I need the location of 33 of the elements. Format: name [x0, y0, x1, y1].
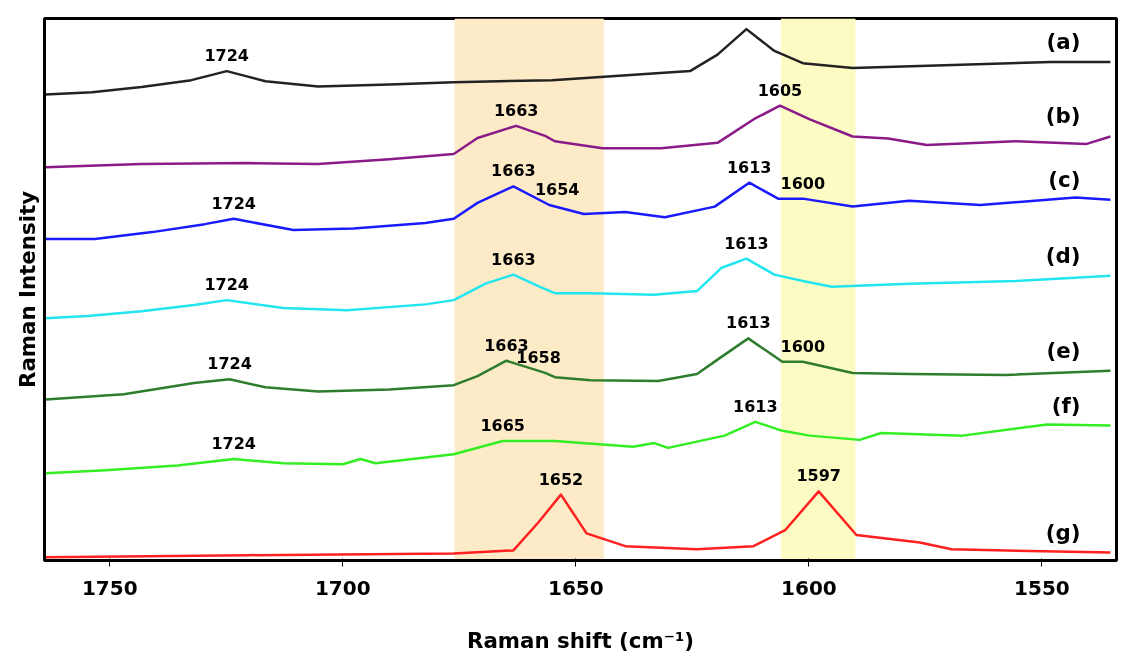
- series-label: (g): [1045, 519, 1081, 545]
- series-label: (b): [1045, 103, 1081, 129]
- annotation: 1613: [726, 157, 772, 177]
- annotation: 1663: [491, 249, 536, 269]
- annotation: 1605: [757, 80, 803, 100]
- annotation: 1613: [733, 396, 778, 416]
- x-tick-label: 1700: [314, 575, 371, 600]
- annotation: 1724: [204, 46, 250, 66]
- annotation: 1597: [796, 466, 841, 486]
- annotation: 1724: [211, 193, 256, 213]
- x-tick-label: 1650: [548, 575, 604, 600]
- annotation: 1724: [207, 354, 252, 374]
- annotation: 1663: [493, 100, 539, 120]
- y-axis-title: Raman Intensity: [14, 190, 40, 389]
- annotation: 1613: [724, 233, 769, 253]
- x-tick-label: 1550: [1014, 575, 1070, 600]
- series-label: (a): [1046, 29, 1081, 55]
- annotation: 1600: [780, 173, 826, 193]
- annotation: 1652: [538, 469, 584, 489]
- x-tick-label: 1750: [81, 575, 138, 600]
- annotation: 1724: [211, 434, 256, 454]
- series-label: (f): [1051, 392, 1081, 418]
- x-tick-label: 1600: [781, 575, 837, 600]
- annotation: 1654: [534, 180, 580, 200]
- series-label: (e): [1046, 337, 1081, 363]
- annotation: 1663: [491, 161, 536, 181]
- annotation: 1600: [780, 336, 826, 356]
- x-axis-title: Raman shift (cm⁻¹): [466, 627, 695, 653]
- annotation: 1613: [726, 313, 771, 333]
- annotation: 1724: [204, 275, 250, 295]
- series-label: (d): [1045, 242, 1081, 268]
- annotation: 1665: [480, 415, 525, 435]
- series-label: (c): [1048, 166, 1081, 192]
